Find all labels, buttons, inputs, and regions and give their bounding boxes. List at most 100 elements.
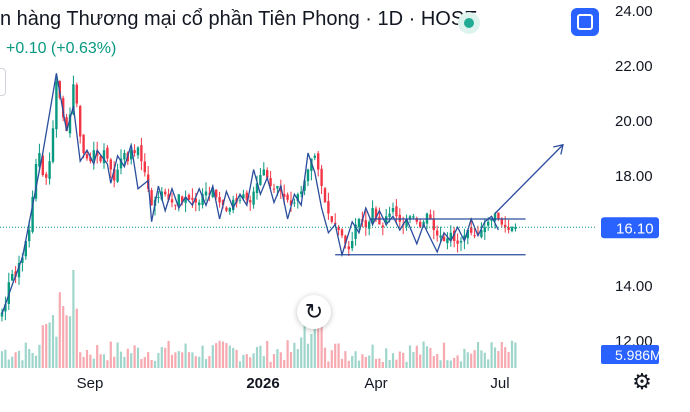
volume-bar [133, 345, 136, 368]
volume-bar [340, 358, 344, 368]
x-tick-label: Jul [490, 375, 509, 392]
candle-body [249, 200, 252, 203]
candle-body [269, 178, 272, 186]
status-dot-icon [458, 12, 480, 34]
volume-bar [126, 348, 129, 368]
volume-bar [381, 361, 384, 368]
candle-body [276, 186, 279, 189]
candle-body [483, 227, 486, 233]
candle-body [364, 220, 367, 228]
candle-body [187, 194, 191, 200]
volume-bar [221, 341, 225, 368]
volume-bar [187, 352, 191, 368]
volume-bar [218, 340, 221, 368]
volume-bar [507, 351, 510, 368]
volume-bar [310, 333, 313, 368]
candle-body [160, 191, 163, 200]
candle-body [133, 150, 136, 153]
candle-body [408, 216, 412, 220]
candle-body [490, 219, 493, 221]
volume-bar [487, 359, 490, 368]
volume-bar [364, 356, 367, 368]
candle-body [456, 240, 459, 244]
volume-bar [422, 341, 425, 368]
volume-bar [405, 361, 408, 368]
volume-bar [497, 351, 500, 368]
volume-bar [211, 345, 214, 368]
candle-body [204, 191, 208, 196]
candle-body [85, 154, 89, 159]
symbol-title[interactable]: n hàng Thương mại cổ phần Tiên Phong · 1… [0, 8, 478, 30]
candle-body [191, 197, 194, 200]
volume-bar [17, 350, 21, 368]
volume-bar [109, 341, 112, 368]
candle-body [283, 193, 286, 197]
candle-body [354, 224, 357, 239]
volume-bar [449, 360, 452, 368]
y-tick-label: 20.00 [615, 113, 653, 130]
legend-toggle[interactable] [0, 68, 6, 96]
candle-body [68, 114, 72, 134]
candle-body [453, 230, 456, 241]
candle-body [34, 164, 38, 199]
x-tick-label: Apr [364, 375, 387, 392]
volume-bar [500, 342, 503, 368]
volume-bar [62, 306, 65, 368]
candle-body [102, 150, 106, 164]
candle-body [459, 241, 463, 243]
candle-body [123, 153, 126, 160]
volume-bar [446, 360, 449, 368]
volume-bar [89, 354, 92, 368]
candle-body [510, 227, 514, 232]
volume-bar [41, 325, 44, 368]
candle-body [415, 218, 418, 222]
volume-bar [442, 342, 446, 368]
volume-bar [249, 357, 252, 368]
volume-bar [374, 358, 378, 368]
fullscreen-button[interactable] [571, 8, 599, 36]
y-tick-label: 22.00 [615, 58, 653, 75]
volume-bar [296, 349, 299, 368]
drawing-layer[interactable] [1, 73, 564, 315]
candle-body [463, 235, 466, 240]
volume-marker: 5.986M [601, 345, 662, 364]
volume-bar [327, 361, 330, 368]
candle-body [170, 199, 174, 203]
volume-bar [453, 357, 456, 368]
candle-body [374, 208, 378, 219]
volume-bar [99, 354, 102, 368]
candle-body [99, 156, 102, 162]
last-price-marker: 16.10 [601, 217, 659, 239]
volume-bar [412, 352, 415, 368]
volume-bar [255, 346, 259, 368]
reset-icon[interactable]: ↻ [297, 295, 331, 329]
volume-bar [160, 347, 163, 368]
candle-body [106, 147, 109, 159]
candle-body [167, 194, 170, 200]
volume-bar [432, 356, 435, 368]
volume-bar [96, 344, 99, 368]
volume-bar [201, 345, 204, 368]
last-price-label: 16.10 [616, 220, 654, 237]
candle-body [493, 213, 497, 221]
candle-body [62, 98, 65, 118]
time-axis[interactable]: Sep 2026 Apr Jul [77, 375, 510, 392]
settings-icon[interactable]: ⚙ [632, 369, 652, 394]
volume-bar [351, 355, 354, 368]
candle-body [412, 216, 415, 218]
candle-body [150, 190, 153, 206]
candle-body [266, 170, 269, 178]
volume-bar [191, 352, 194, 368]
candle-body [177, 194, 180, 206]
candle-body [439, 235, 442, 238]
volume-bar [330, 350, 333, 368]
volume-bar [136, 347, 140, 368]
volume-bar [300, 337, 303, 368]
volume-bar [143, 357, 146, 368]
candle-body [92, 150, 95, 161]
candle-body [398, 214, 401, 222]
volume-bar [303, 316, 306, 368]
